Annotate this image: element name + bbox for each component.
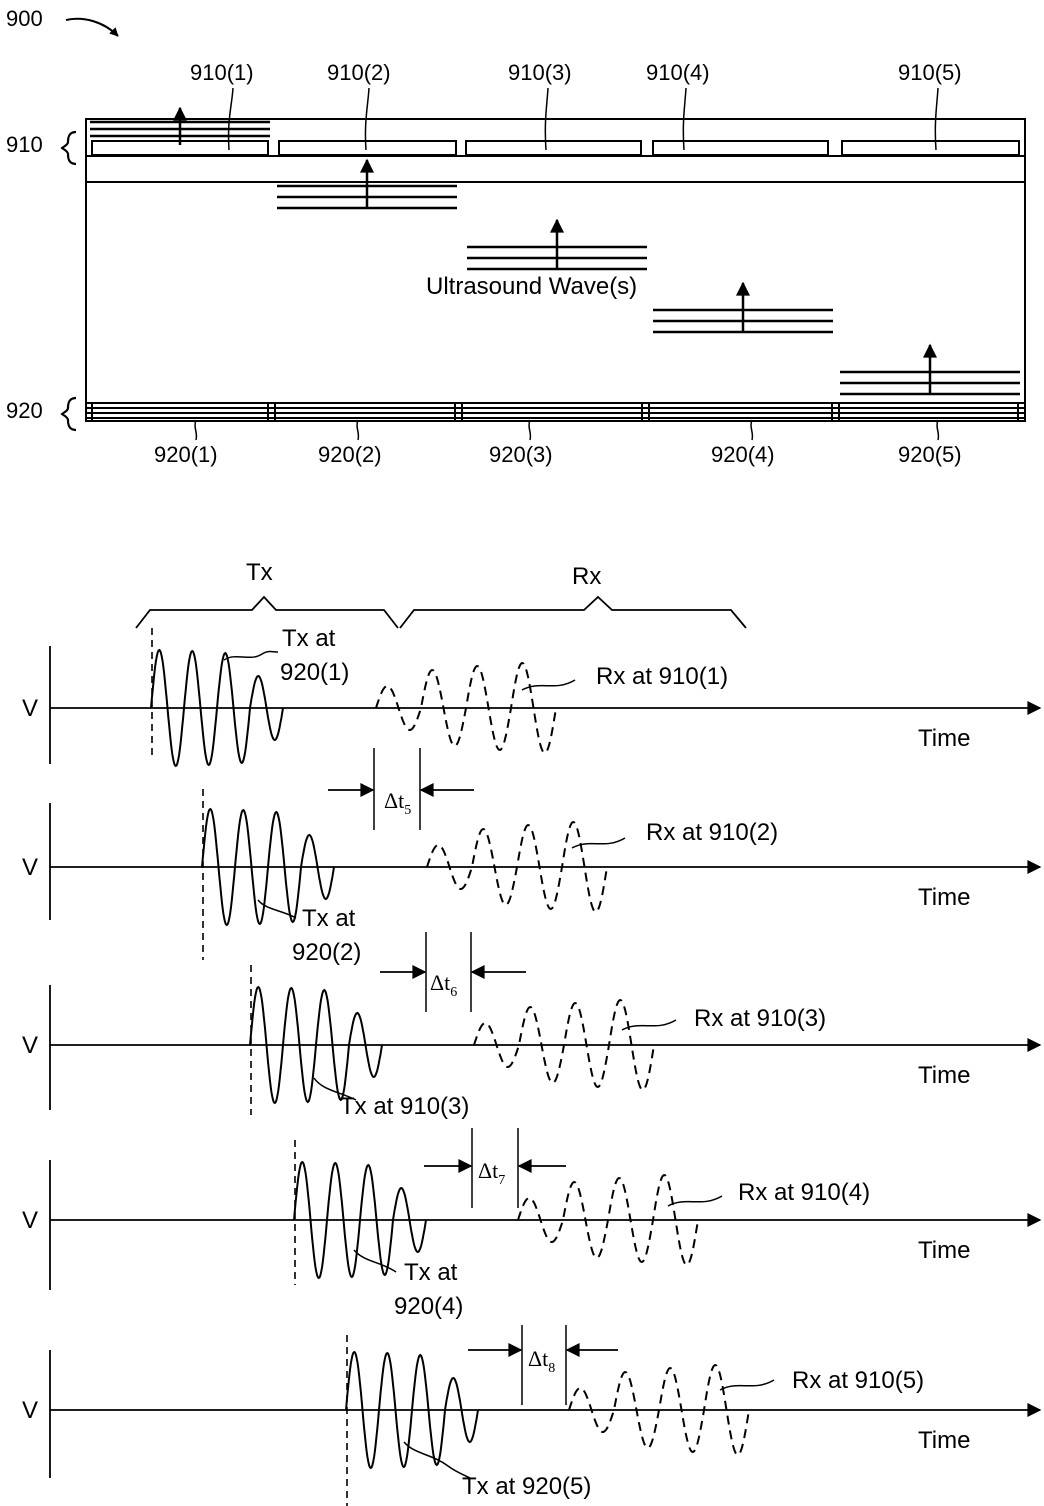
time-axis-label: Time (918, 1427, 970, 1454)
top-electrodes (92, 141, 1019, 155)
voltage-axis-label: V (22, 695, 38, 722)
rx-leader (622, 1020, 676, 1030)
rx-label: Rx at 910(3) (694, 1005, 826, 1032)
tx-label-line2: 920(4) (394, 1293, 463, 1320)
tx-label-line2: 920(2) (292, 939, 361, 966)
voltage-axis-label: V (22, 1032, 38, 1059)
rx-phase-brace (400, 597, 746, 628)
wavefront-5 (840, 345, 1020, 394)
delta-t-indicator: Δt6 (380, 932, 526, 1012)
bottom-layer (86, 403, 1025, 421)
element-910-3-label: 910(3) (508, 60, 572, 85)
tx-leader (224, 652, 278, 661)
rx-label: Rx at 910(4) (738, 1179, 870, 1206)
wavefront-4 (653, 283, 833, 332)
delta-t-label: Δt8 (528, 1346, 555, 1376)
element-910-5-label: 910(5) (898, 60, 962, 85)
delta-t-indicator: Δt5 (328, 748, 474, 830)
tx-label-line1: Tx at (404, 1259, 458, 1286)
delta-t-subscript: 8 (548, 1361, 555, 1376)
element-910-2-label: 910(2) (327, 60, 391, 85)
rx-leader (720, 1380, 774, 1390)
element-910-4-label: 910(4) (646, 60, 710, 85)
tx-label: Tx at 910(3) (340, 1093, 469, 1120)
time-axis-label: Time (918, 1062, 970, 1089)
tx-label-line2: 920(1) (280, 659, 349, 686)
delta-t-label: Δt5 (384, 788, 411, 818)
delta-t-subscript: 6 (450, 985, 457, 1000)
delta-t-indicator: Δt7 (424, 1128, 566, 1208)
time-axis-label: Time (918, 725, 970, 752)
wavefront-2 (277, 160, 457, 208)
element-920-4-label: 920(4) (711, 442, 775, 467)
wavefront-1 (90, 108, 270, 145)
rx-phase-label: Rx (572, 563, 601, 590)
signal-row: Tx at 920(1) Rx at 910(1) (50, 625, 1040, 766)
rx-leader (668, 1196, 722, 1206)
time-axis-label: Time (918, 884, 970, 911)
tx-leader (314, 1078, 356, 1100)
layer-920-brace (62, 398, 76, 430)
signal-row: Tx at 920(5) Rx at 910(5) Δt8 (50, 1325, 1040, 1506)
voltage-axis-label: V (22, 1207, 38, 1234)
delta-t-subscript: 5 (404, 803, 411, 818)
tx-phase-label: Tx (246, 559, 273, 586)
element-920-5-label: 920(5) (898, 442, 962, 467)
figure-number: 900 (6, 6, 43, 31)
layer-920-label: 920 (6, 398, 43, 423)
tx-label: Tx at 920(5) (462, 1473, 591, 1500)
rx-label: Rx at 910(2) (646, 819, 778, 846)
tx-phase-brace (136, 597, 398, 628)
element-920-2-label: 920(2) (318, 442, 382, 467)
sensor-stack: 900 910 920 (6, 6, 1025, 467)
tx-leader (404, 1442, 470, 1478)
layer-910-label: 910 (6, 132, 43, 157)
time-axis-label: Time (918, 1237, 970, 1264)
tx-label-line1: Tx at (282, 625, 336, 652)
element-920-3-label: 920(3) (489, 442, 553, 467)
rx-label: Rx at 910(1) (596, 663, 728, 690)
bottom-leader-lines (195, 420, 938, 440)
signal-row: Tx at 920(4) Rx at 910(4) Δt7 (50, 1128, 1040, 1320)
signal-row: Tx at 920(2) Rx at 910(2) Δt5 (50, 748, 1040, 966)
tx-label-line1: Tx at (302, 905, 356, 932)
element-910-1-label: 910(1) (190, 60, 254, 85)
figure-number-pointer (66, 19, 118, 36)
ultrasound-wave-label: Ultrasound Wave(s) (426, 273, 637, 300)
element-920-1-label: 920(1) (154, 442, 218, 467)
rx-leader (572, 838, 625, 848)
delta-t-subscript: 7 (498, 1173, 505, 1188)
timing-diagram: Tx Rx Tx at 920(1) Rx at 910(1) V Time Tx at 9… (22, 559, 1040, 1506)
signal-row: Tx at 910(3) Rx at 910(3) Δt6 (50, 932, 1040, 1120)
voltage-axis-label: V (22, 854, 38, 881)
delta-t-label: Δt6 (430, 970, 457, 1000)
delta-t-indicator: Δt8 (468, 1325, 618, 1405)
voltage-axis-label: V (22, 1397, 38, 1424)
rx-label: Rx at 910(5) (792, 1367, 924, 1394)
delta-t-label: Δt7 (478, 1158, 505, 1188)
wavefront-3 (467, 220, 647, 269)
layer-910-brace (62, 132, 76, 164)
